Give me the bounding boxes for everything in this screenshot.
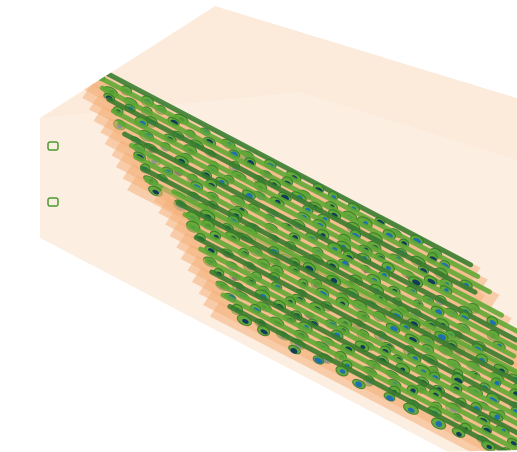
tissue-strand xyxy=(182,212,517,421)
cell-nucleus xyxy=(385,265,392,271)
tissue-strand xyxy=(122,131,517,343)
cell-nucleus xyxy=(489,397,498,403)
cell-nucleus xyxy=(242,318,249,324)
cell-nucleus xyxy=(260,329,268,335)
tissue-strand xyxy=(227,304,517,452)
tissue-strand xyxy=(198,246,517,443)
tissue-strand xyxy=(216,281,517,452)
cell-nucleus xyxy=(386,395,394,402)
block-top-face xyxy=(40,6,517,160)
cell-nucleus xyxy=(427,278,436,285)
cell-nucleus xyxy=(486,444,493,450)
edge-markers xyxy=(47,141,59,207)
tissue-strand xyxy=(88,62,474,268)
tissue-layers xyxy=(71,60,517,452)
tissue-strand xyxy=(171,189,517,393)
tissue-strand xyxy=(106,97,478,295)
cell-nucleus xyxy=(339,369,346,374)
tissue-row xyxy=(209,301,517,452)
tissue-strand xyxy=(99,85,492,295)
cell-nucleus xyxy=(290,347,298,354)
cell-nucleus xyxy=(360,344,366,349)
tissue-strand xyxy=(186,223,517,432)
cell-nucleus xyxy=(456,431,462,437)
edge-marker-icon xyxy=(47,141,59,151)
tissue-strand xyxy=(128,143,517,356)
volume-block xyxy=(40,6,517,452)
tissue-strand xyxy=(117,120,517,336)
cell-nucleus xyxy=(152,189,160,195)
tissue-strand xyxy=(175,200,517,399)
edge-marker-icon xyxy=(47,197,59,207)
cell-nucleus xyxy=(355,381,363,388)
tissue-strand xyxy=(220,292,517,452)
tissue-strand xyxy=(209,269,517,452)
tissue-strand xyxy=(193,235,517,440)
tissue-strand xyxy=(133,154,517,359)
cell-nucleus xyxy=(409,336,417,343)
cell-nucleus xyxy=(407,407,415,413)
cell-nucleus xyxy=(489,320,497,325)
cell-nucleus xyxy=(435,420,443,428)
cell-nucleus xyxy=(494,414,501,420)
tissue-strand xyxy=(204,258,517,452)
cell-nucleus xyxy=(314,357,323,364)
